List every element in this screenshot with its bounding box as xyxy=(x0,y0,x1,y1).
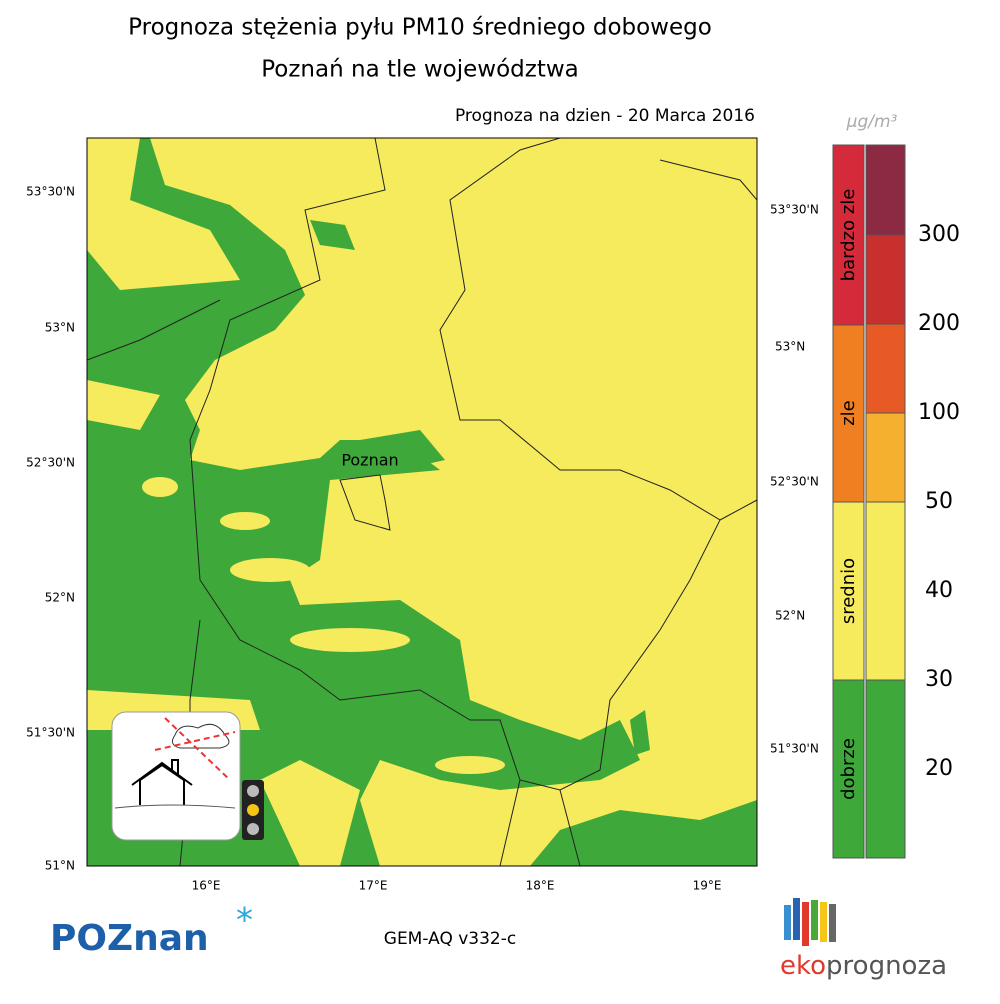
lat-label: 52°30'N xyxy=(26,456,75,470)
category-band xyxy=(832,144,865,326)
green-zone xyxy=(87,138,640,866)
city-label: Poznan xyxy=(341,451,398,470)
yellow-zone xyxy=(230,558,310,582)
category-label: bardzo zle xyxy=(838,189,859,282)
subtitle: Poznań na tle województwa xyxy=(261,57,579,83)
category-band xyxy=(832,679,865,859)
lon-label: 19°E xyxy=(693,879,722,893)
level-band xyxy=(865,501,906,681)
map-frame xyxy=(86,137,758,867)
level-label: 50 xyxy=(925,489,953,514)
borders xyxy=(87,138,757,866)
lon-label: 18°E xyxy=(526,879,555,893)
legend: μg/m³ bardzo zle zle srednio dobrze 300 … xyxy=(832,112,960,859)
map: Poznan 53°30'N 53°N 52°30'N 52°N 51°30'N… xyxy=(26,137,819,893)
brand-bars xyxy=(784,898,836,946)
logo-star: * xyxy=(236,901,253,941)
lat-label: 52°N xyxy=(775,609,805,623)
lat-label: 53°30'N xyxy=(770,203,819,217)
lon-label: 17°E xyxy=(359,879,388,893)
green-zone xyxy=(530,800,757,866)
category-label: srednio xyxy=(838,558,859,624)
lat-label: 53°30'N xyxy=(26,185,75,199)
green-zone xyxy=(630,710,650,755)
green-zone xyxy=(310,220,355,250)
lat-label: 53°N xyxy=(45,321,75,335)
level-label: 100 xyxy=(918,400,960,425)
level-label: 20 xyxy=(925,756,953,781)
yellow-zone xyxy=(290,628,410,652)
brand-name: ekoprognoza xyxy=(780,951,947,981)
yellow-zone xyxy=(435,756,505,774)
yellow-zone xyxy=(87,138,240,290)
brand-part: eko xyxy=(780,951,826,981)
yellow-zone xyxy=(87,380,160,430)
category-label: zle xyxy=(838,400,859,426)
level-band xyxy=(865,144,906,236)
lat-label: 51°30'N xyxy=(26,726,75,740)
lat-label: 52°N xyxy=(45,591,75,605)
model-label: GEM-AQ v332-c xyxy=(384,929,516,949)
level-band xyxy=(865,412,906,503)
category-label: dobrze xyxy=(838,738,859,800)
level-label: 30 xyxy=(925,667,953,692)
level-band xyxy=(865,234,906,325)
level-band xyxy=(865,679,906,859)
title: Prognoza stężenia pyłu PM10 średniego do… xyxy=(128,15,712,41)
level-label: 40 xyxy=(925,578,953,603)
city-logo: POZnan xyxy=(50,918,209,959)
lat-label: 51°30'N xyxy=(770,742,819,756)
house-icon xyxy=(111,711,241,841)
level-band xyxy=(865,323,906,414)
lat-label: 51°N xyxy=(45,859,75,873)
category-band xyxy=(832,501,865,681)
yellow-zone xyxy=(220,512,270,530)
brand-part: prognoza xyxy=(826,951,947,981)
lat-label: 52°30'N xyxy=(770,475,819,489)
date: Prognoza na dzien - 20 Marca 2016 xyxy=(455,106,755,126)
lat-label: 53°N xyxy=(775,340,805,354)
traffic-light xyxy=(242,780,264,840)
yellow-zone xyxy=(142,477,178,497)
green-zone xyxy=(360,430,445,470)
yellow-zone xyxy=(260,760,360,866)
level-label: 300 xyxy=(918,222,960,247)
category-band xyxy=(832,324,865,503)
lon-label: 16°E xyxy=(192,879,221,893)
unit: μg/m³ xyxy=(846,112,898,132)
level-label: 200 xyxy=(918,311,960,336)
